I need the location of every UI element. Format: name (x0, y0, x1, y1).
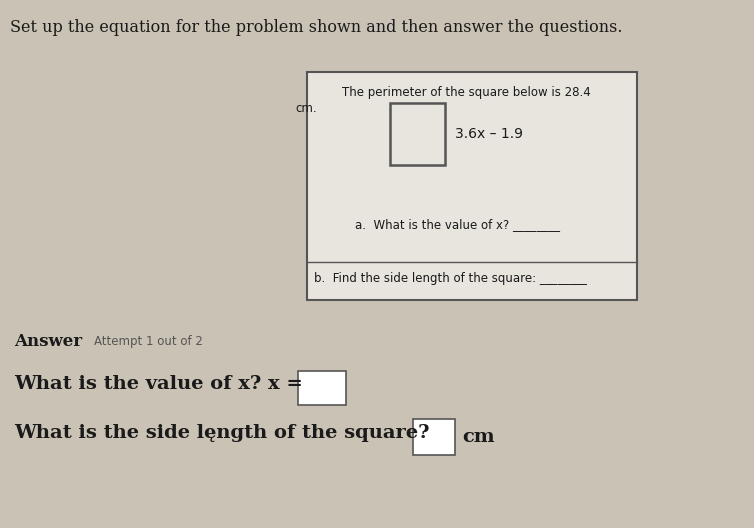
Text: Attempt 1 out of 2: Attempt 1 out of 2 (94, 335, 203, 348)
Bar (413, 419, 455, 455)
Text: What is the value of x? x =: What is the value of x? x = (14, 375, 303, 393)
Text: cm.: cm. (295, 102, 317, 115)
Text: cm: cm (462, 428, 495, 446)
Bar (390, 103, 445, 165)
Text: a.  What is the value of x? ________: a. What is the value of x? ________ (355, 218, 560, 231)
Bar (298, 371, 346, 405)
Bar (307, 72, 637, 300)
Text: b.  Find the side length of the square: ________: b. Find the side length of the square: _… (314, 272, 587, 285)
Text: Answer: Answer (14, 333, 82, 350)
Text: What is the side lęngth of the square?: What is the side lęngth of the square? (14, 424, 430, 442)
Text: Set up the equation for the problem shown and then answer the questions.: Set up the equation for the problem show… (10, 20, 623, 36)
Text: The perimeter of the square below is 28.4: The perimeter of the square below is 28.… (342, 86, 590, 99)
Text: 3.6x – 1.9: 3.6x – 1.9 (455, 127, 523, 141)
